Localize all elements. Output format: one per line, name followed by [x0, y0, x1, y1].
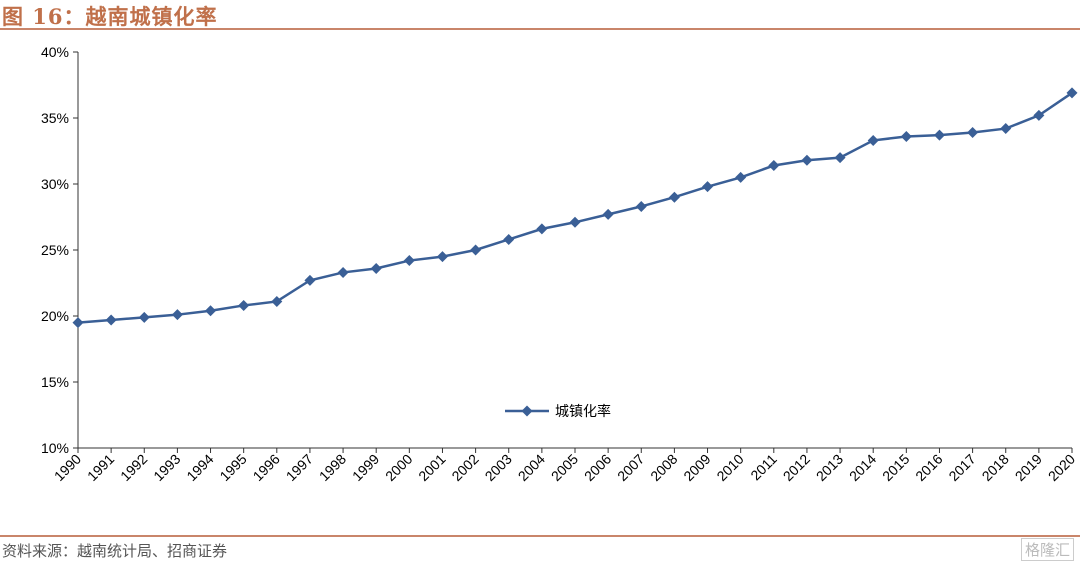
x-tick-label: 2009 — [680, 451, 713, 484]
x-tick-label: 2003 — [482, 451, 515, 484]
x-tick-label: 1996 — [250, 451, 283, 484]
data-point-marker — [470, 244, 482, 256]
data-point-marker — [1000, 123, 1012, 135]
x-tick-label: 2017 — [945, 451, 978, 484]
x-tick-label: 2010 — [713, 451, 746, 484]
data-point-marker — [933, 129, 945, 141]
y-tick-label: 25% — [41, 242, 69, 258]
data-point-marker — [370, 262, 382, 274]
data-point-marker — [271, 295, 283, 307]
figure-title: 图 16：越南城镇化率 — [2, 4, 218, 29]
data-point-marker — [337, 266, 349, 278]
x-tick-label: 2005 — [548, 451, 581, 484]
x-tick-label: 1998 — [316, 451, 349, 484]
x-tick-label: 2001 — [415, 451, 448, 484]
data-point-marker — [238, 299, 250, 311]
data-point-marker — [1033, 109, 1045, 121]
x-tick-label: 2004 — [515, 451, 548, 484]
data-point-marker — [171, 309, 183, 321]
data-point-marker — [304, 274, 316, 286]
x-tick-label: 2006 — [581, 451, 614, 484]
x-tick-label: 1994 — [183, 451, 216, 484]
x-tick-label: 2002 — [448, 451, 481, 484]
data-point-marker — [105, 314, 117, 326]
x-tick-label: 2013 — [813, 451, 846, 484]
x-tick-label: 2012 — [780, 451, 813, 484]
data-point-marker — [967, 127, 979, 139]
x-tick-label: 1993 — [150, 451, 183, 484]
x-tick-label: 2019 — [1012, 451, 1045, 484]
watermark-logo: 格隆汇 — [1020, 538, 1074, 561]
x-tick-label: 2008 — [647, 451, 680, 484]
x-tick-label: 1992 — [117, 451, 150, 484]
x-tick-label: 2016 — [912, 451, 945, 484]
data-point-marker — [536, 223, 548, 235]
data-point-marker — [569, 216, 581, 228]
data-point-marker — [801, 154, 813, 166]
data-point-marker — [867, 134, 879, 146]
x-tick-label: 2020 — [1045, 451, 1078, 484]
header-divider — [0, 28, 1080, 30]
source-note: 资料来源：越南统计局、招商证券 — [2, 542, 228, 560]
x-tick-label: 2011 — [747, 451, 780, 484]
data-point-marker — [403, 255, 415, 267]
y-tick-label: 10% — [41, 440, 69, 456]
data-point-marker — [900, 130, 912, 142]
data-point-marker — [735, 171, 747, 183]
data-point-marker — [503, 233, 515, 245]
x-tick-label: 2007 — [614, 451, 647, 484]
data-point-marker — [635, 200, 647, 212]
x-tick-label: 1995 — [216, 451, 249, 484]
data-point-marker — [436, 251, 448, 263]
data-point-marker — [768, 160, 780, 172]
footer-divider — [0, 535, 1080, 537]
y-tick-label: 20% — [41, 308, 69, 324]
x-tick-label: 1999 — [349, 451, 382, 484]
x-tick-label: 2018 — [979, 451, 1012, 484]
x-tick-label: 1991 — [84, 451, 117, 484]
legend-marker — [521, 405, 533, 417]
data-point-marker — [702, 181, 714, 193]
data-point-marker — [1066, 87, 1078, 99]
x-tick-label: 1997 — [283, 451, 316, 484]
legend-label: 城镇化率 — [555, 403, 611, 419]
data-point-marker — [72, 317, 84, 329]
data-point-marker — [668, 191, 680, 203]
data-point-marker — [205, 305, 217, 317]
data-point-marker — [834, 152, 846, 164]
x-tick-label: 2000 — [382, 451, 415, 484]
series-line — [77, 91, 1073, 324]
data-point-marker — [138, 311, 150, 323]
y-tick-label: 35% — [41, 110, 69, 126]
y-tick-label: 40% — [41, 44, 69, 60]
y-tick-label: 15% — [41, 374, 69, 390]
x-tick-label: 2015 — [879, 451, 912, 484]
x-tick-label: 2014 — [846, 451, 879, 484]
y-tick-label: 30% — [41, 176, 69, 192]
data-point-marker — [602, 208, 614, 220]
